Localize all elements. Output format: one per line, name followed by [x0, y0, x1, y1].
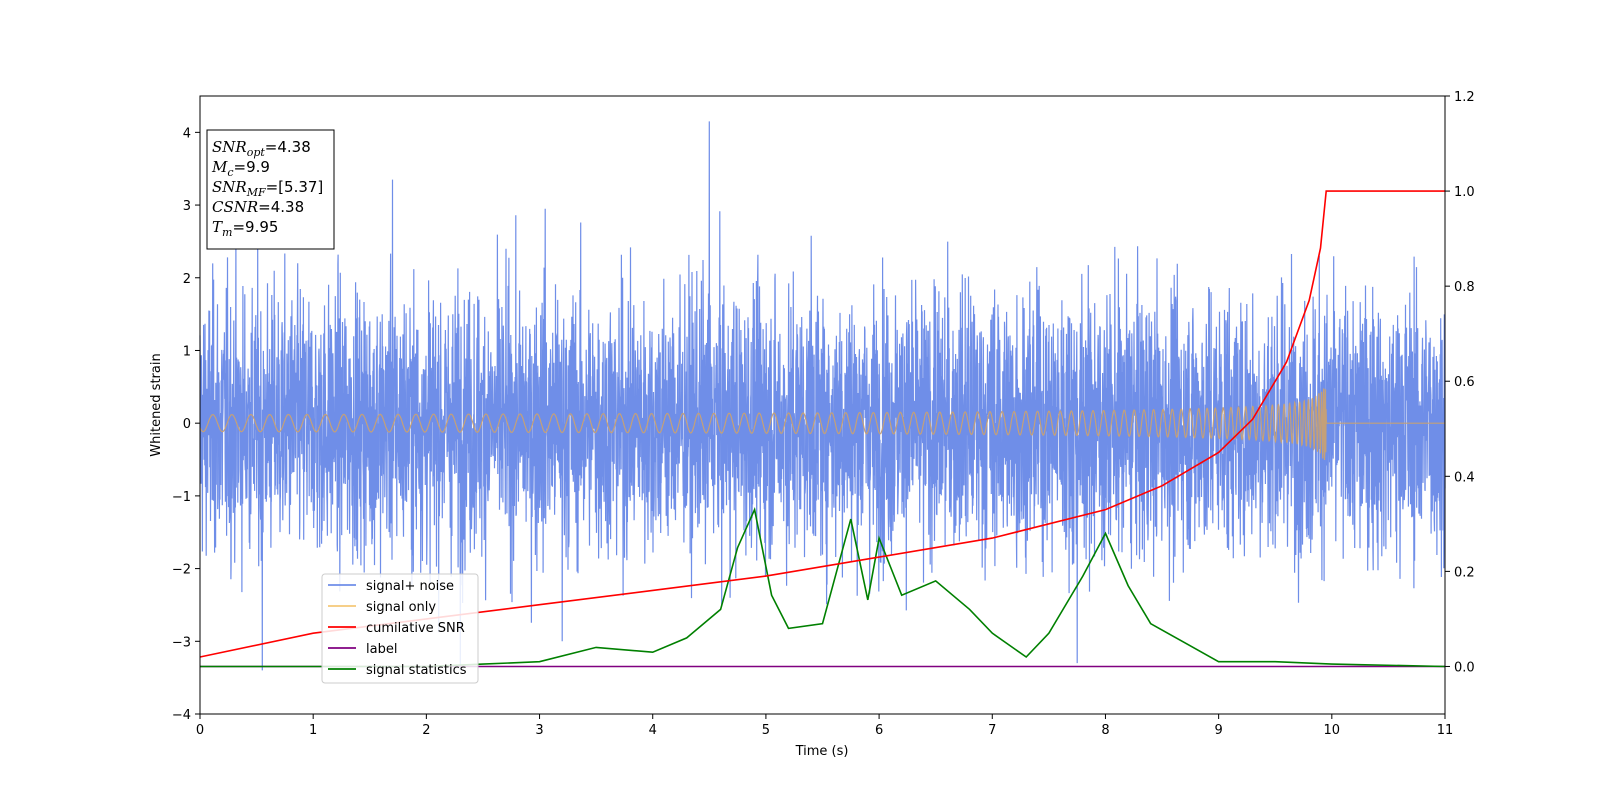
x-tick: 0 [196, 714, 204, 738]
y-tick-right: 1.0 [1445, 185, 1475, 200]
y-tick-left: −4 [172, 708, 200, 723]
y-axis-left: −4 −3 −2 −1 0 1 2 3 4 [172, 126, 200, 723]
y-tick-label-left: −3 [172, 635, 191, 650]
x-tick-label: 11 [1437, 723, 1454, 738]
legend-item: signal only [328, 600, 436, 615]
x-tick: 5 [762, 714, 770, 738]
y-tick-label-right: 0.8 [1454, 280, 1475, 295]
y-tick-label-right: 0.6 [1454, 375, 1475, 390]
x-tick: 6 [875, 714, 883, 738]
y-tick-label-left: 3 [183, 199, 191, 214]
y-tick-left: 0 [183, 417, 200, 432]
x-tick: 4 [649, 714, 657, 738]
y-tick-label-left: 4 [183, 126, 191, 141]
y-tick-left: −2 [172, 563, 200, 578]
y-tick-label-left: −1 [172, 490, 191, 505]
x-tick: 3 [535, 714, 544, 738]
y-tick-label-right: 0.0 [1454, 660, 1475, 675]
legend-frame [321, 573, 479, 684]
x-tick: 10 [1324, 714, 1341, 738]
x-tick: 11 [1437, 714, 1454, 738]
y-tick-right: 0.8 [1445, 280, 1475, 295]
y-tick-right: 0.4 [1445, 470, 1475, 485]
y-tick-left: 3 [183, 199, 200, 214]
series-signal-noise [199, 121, 1446, 671]
y-tick-label-right: 0.2 [1454, 565, 1475, 580]
x-tick-label: 9 [1214, 723, 1222, 738]
y-tick-left: −3 [172, 635, 200, 650]
legend-item: signal+ noise [328, 579, 454, 594]
x-tick: 8 [1101, 714, 1110, 738]
y-tick-left: 4 [183, 126, 200, 141]
info-line: SNRMF=[5.37] [212, 178, 323, 199]
plot-frame [199, 95, 1446, 715]
x-tick: 9 [1214, 714, 1223, 738]
series-signal-statistics [200, 506, 1446, 668]
y-tick-left: 2 [183, 272, 200, 287]
legend-item: signal statistics [328, 663, 467, 678]
info-line: CSNR=4.38 [212, 198, 304, 216]
x-axis: 0 1 2 3 4 5 6 7 8 9 10 11 [196, 714, 1453, 738]
x-tick: 2 [422, 714, 431, 738]
x-axis-label: Time (s) [795, 744, 849, 759]
x-tick-label: 4 [649, 723, 657, 738]
y-tick-right: 1.2 [1445, 90, 1475, 105]
y-tick-label-left: 0 [183, 417, 191, 432]
y-tick-right: 0.2 [1445, 565, 1475, 580]
info-box-frame [206, 129, 335, 250]
legend-label: label [366, 642, 397, 657]
y-tick-left: −1 [172, 490, 200, 505]
x-tick-label: 5 [762, 723, 770, 738]
x-tick-label: 0 [196, 723, 204, 738]
x-tick-label: 8 [1101, 723, 1109, 738]
y-tick-label-right: 1.0 [1454, 185, 1475, 200]
y-axis-label-left: Whitened strain [149, 353, 164, 456]
legend-item: cumilative SNR [328, 621, 465, 636]
x-tick-label: 1 [309, 723, 317, 738]
legend-label: signal statistics [366, 663, 467, 678]
legend-label: signal+ noise [366, 579, 454, 594]
x-tick: 1 [309, 714, 317, 738]
y-tick-label-left: 1 [183, 344, 191, 359]
x-tick-label: 7 [988, 723, 996, 738]
y-tick-left: 1 [183, 344, 200, 359]
x-tick-label: 10 [1324, 723, 1341, 738]
legend-label: signal only [366, 600, 436, 615]
y-axis-right: 0.0 0.2 0.4 0.6 0.8 1.0 1.2 [1445, 90, 1475, 675]
y-tick-label-left: −2 [172, 563, 191, 578]
info-line: Mc=9.9 [211, 158, 270, 179]
info-line: Tm=9.95 [212, 218, 278, 239]
info-line: SNRopt=4.38 [212, 138, 311, 159]
y-tick-label-left: −4 [172, 708, 191, 723]
series-cumulative-snr [199, 190, 1445, 658]
x-tick-label: 2 [422, 723, 430, 738]
y-tick-right: 0.0 [1445, 660, 1475, 675]
y-tick-right: 0.6 [1445, 375, 1475, 390]
y-tick-label-left: 2 [183, 272, 191, 287]
x-tick-label: 3 [535, 723, 543, 738]
legend-label: cumilative SNR [366, 621, 465, 636]
y-tick-label-right: 0.4 [1454, 470, 1475, 485]
x-tick: 7 [988, 714, 996, 738]
series-signal-only [199, 388, 1445, 461]
legend-item: label [328, 642, 397, 657]
y-tick-label-right: 1.2 [1454, 90, 1475, 105]
legend: signal+ noise signal only cumilative SNR la… [321, 573, 479, 684]
x-tick-label: 6 [875, 723, 883, 738]
